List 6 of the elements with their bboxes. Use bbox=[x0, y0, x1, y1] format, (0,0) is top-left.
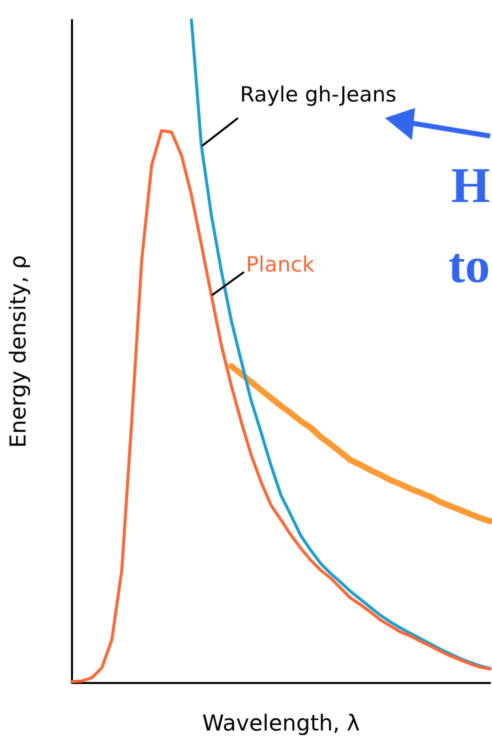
series-label: Rayle gh-Jeans bbox=[240, 82, 396, 106]
y-axis-title: Energy density, ρ bbox=[6, 255, 32, 448]
annotation: H bbox=[451, 157, 490, 213]
annotation: to bbox=[448, 237, 490, 293]
series-label: Planck bbox=[246, 252, 316, 276]
x-axis-title: Wavelength, λ bbox=[202, 712, 360, 736]
